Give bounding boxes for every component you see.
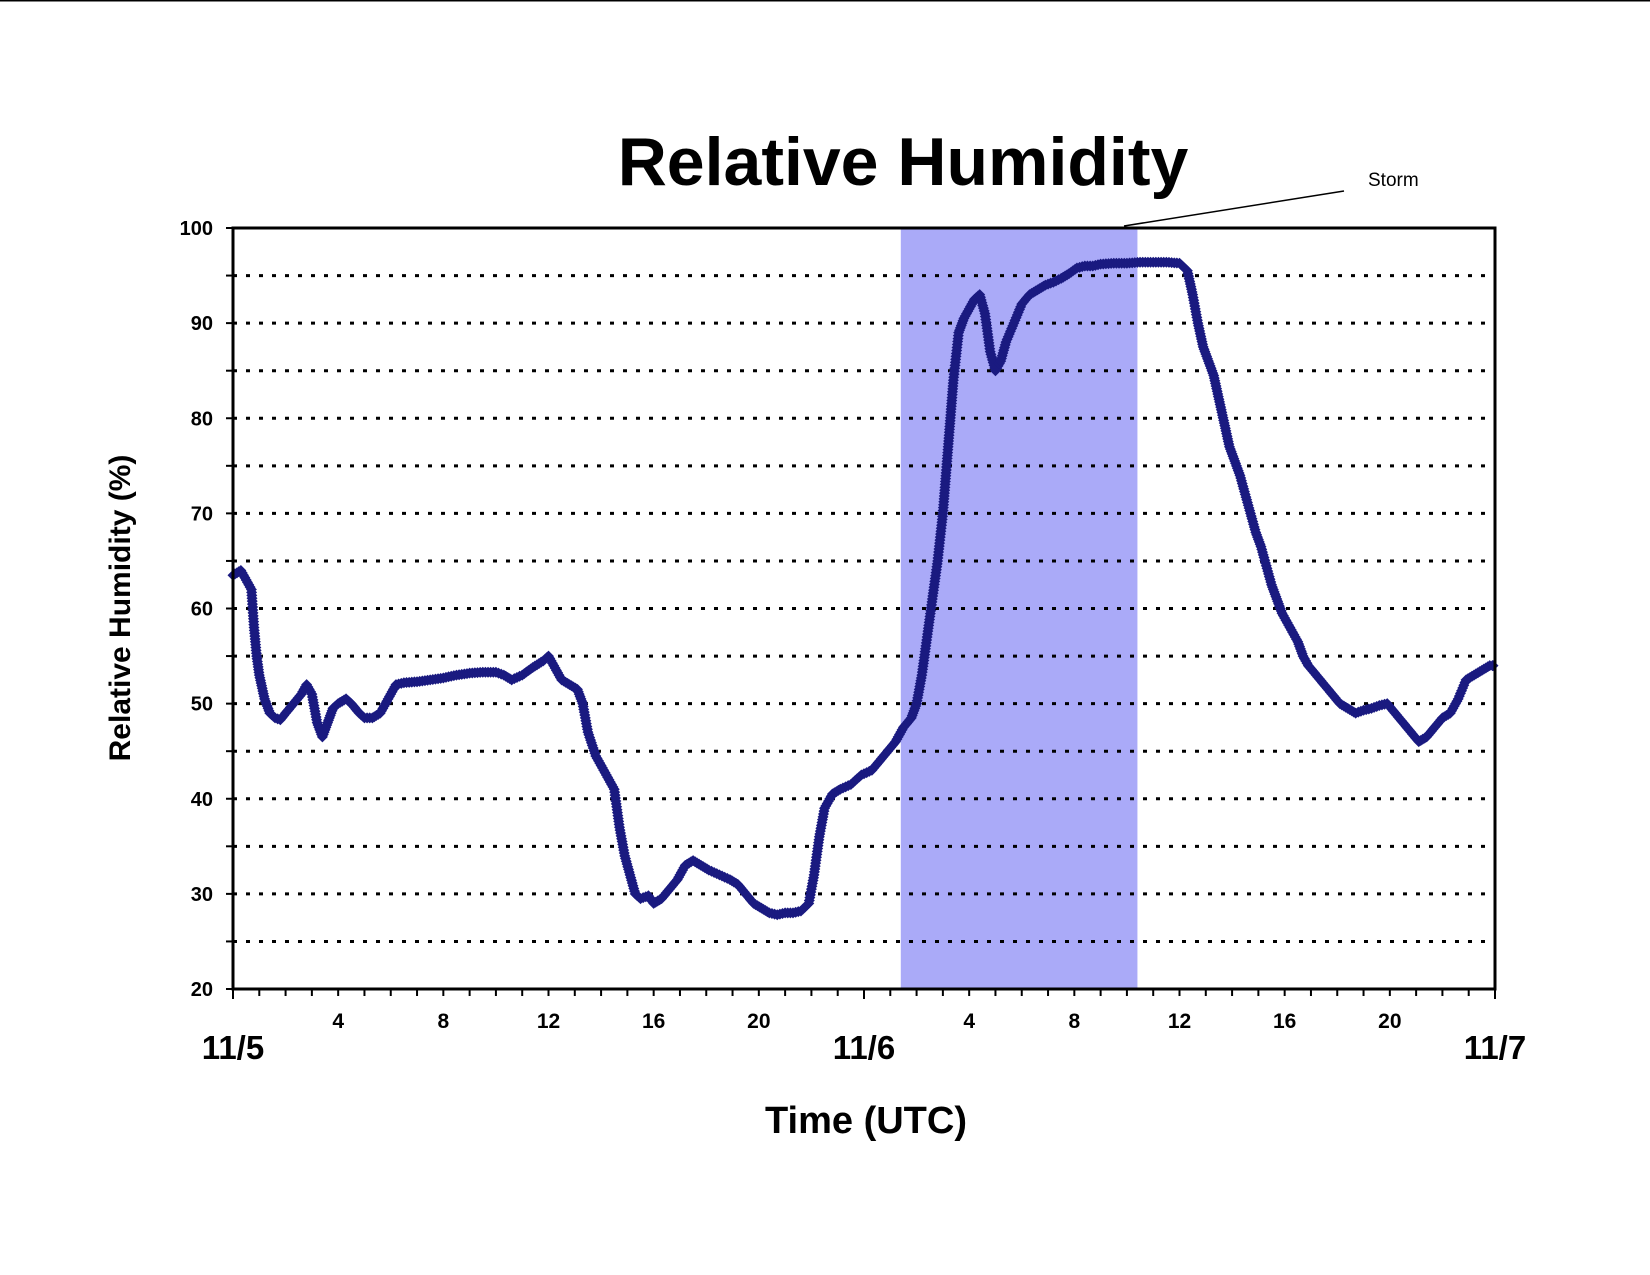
y-axis-label: Relative Humidity (%) — [104, 455, 137, 762]
x-tick-label: 12 — [1168, 1010, 1191, 1033]
y-tick-label: 90 — [191, 313, 213, 335]
x-tick-label: 20 — [1378, 1010, 1401, 1033]
x-tick-label: 8 — [1068, 1010, 1080, 1033]
x-day-label: 11/7 — [1464, 1029, 1526, 1066]
top-border — [0, 0, 1650, 2]
gridlines — [233, 274, 1495, 943]
y-tick-label: 40 — [191, 789, 213, 811]
data-points — [227, 256, 1499, 921]
x-axis-label: Time (UTC) — [765, 1100, 967, 1142]
x-tick-label: 16 — [642, 1010, 665, 1033]
x-tick-label: 8 — [437, 1010, 449, 1033]
y-tick-label: 60 — [191, 599, 213, 621]
storm-annotation-label: Storm — [1368, 170, 1419, 191]
y-tick-label: 100 — [180, 218, 213, 240]
x-day-label: 11/5 — [202, 1029, 264, 1066]
x-tick-label: 16 — [1273, 1010, 1296, 1033]
storm-region-layer — [900, 228, 1138, 989]
plot-frame — [231, 226, 1497, 991]
x-tick-label: 4 — [963, 1010, 975, 1033]
y-tick-label: 50 — [191, 694, 213, 716]
x-axis: 4 8 12 16 20 4 8 12 16 20 11/5 11/6 11/7 — [202, 989, 1526, 1066]
x-tick-label: 12 — [537, 1010, 560, 1033]
storm-shaded-region — [900, 228, 1138, 989]
y-axis: 20 30 40 50 60 70 80 90 100 — [180, 218, 233, 1001]
x-day-label: 11/6 — [833, 1029, 895, 1066]
y-tick-label: 80 — [191, 408, 213, 430]
chart-title: Relative Humidity — [618, 124, 1189, 200]
storm-annotation-leader — [1123, 190, 1345, 227]
x-tick-label: 20 — [747, 1010, 770, 1033]
x-tick-label: 4 — [332, 1010, 344, 1033]
y-tick-label: 70 — [191, 503, 213, 525]
y-tick-label: 20 — [191, 979, 213, 1001]
y-tick-label: 30 — [191, 884, 213, 906]
